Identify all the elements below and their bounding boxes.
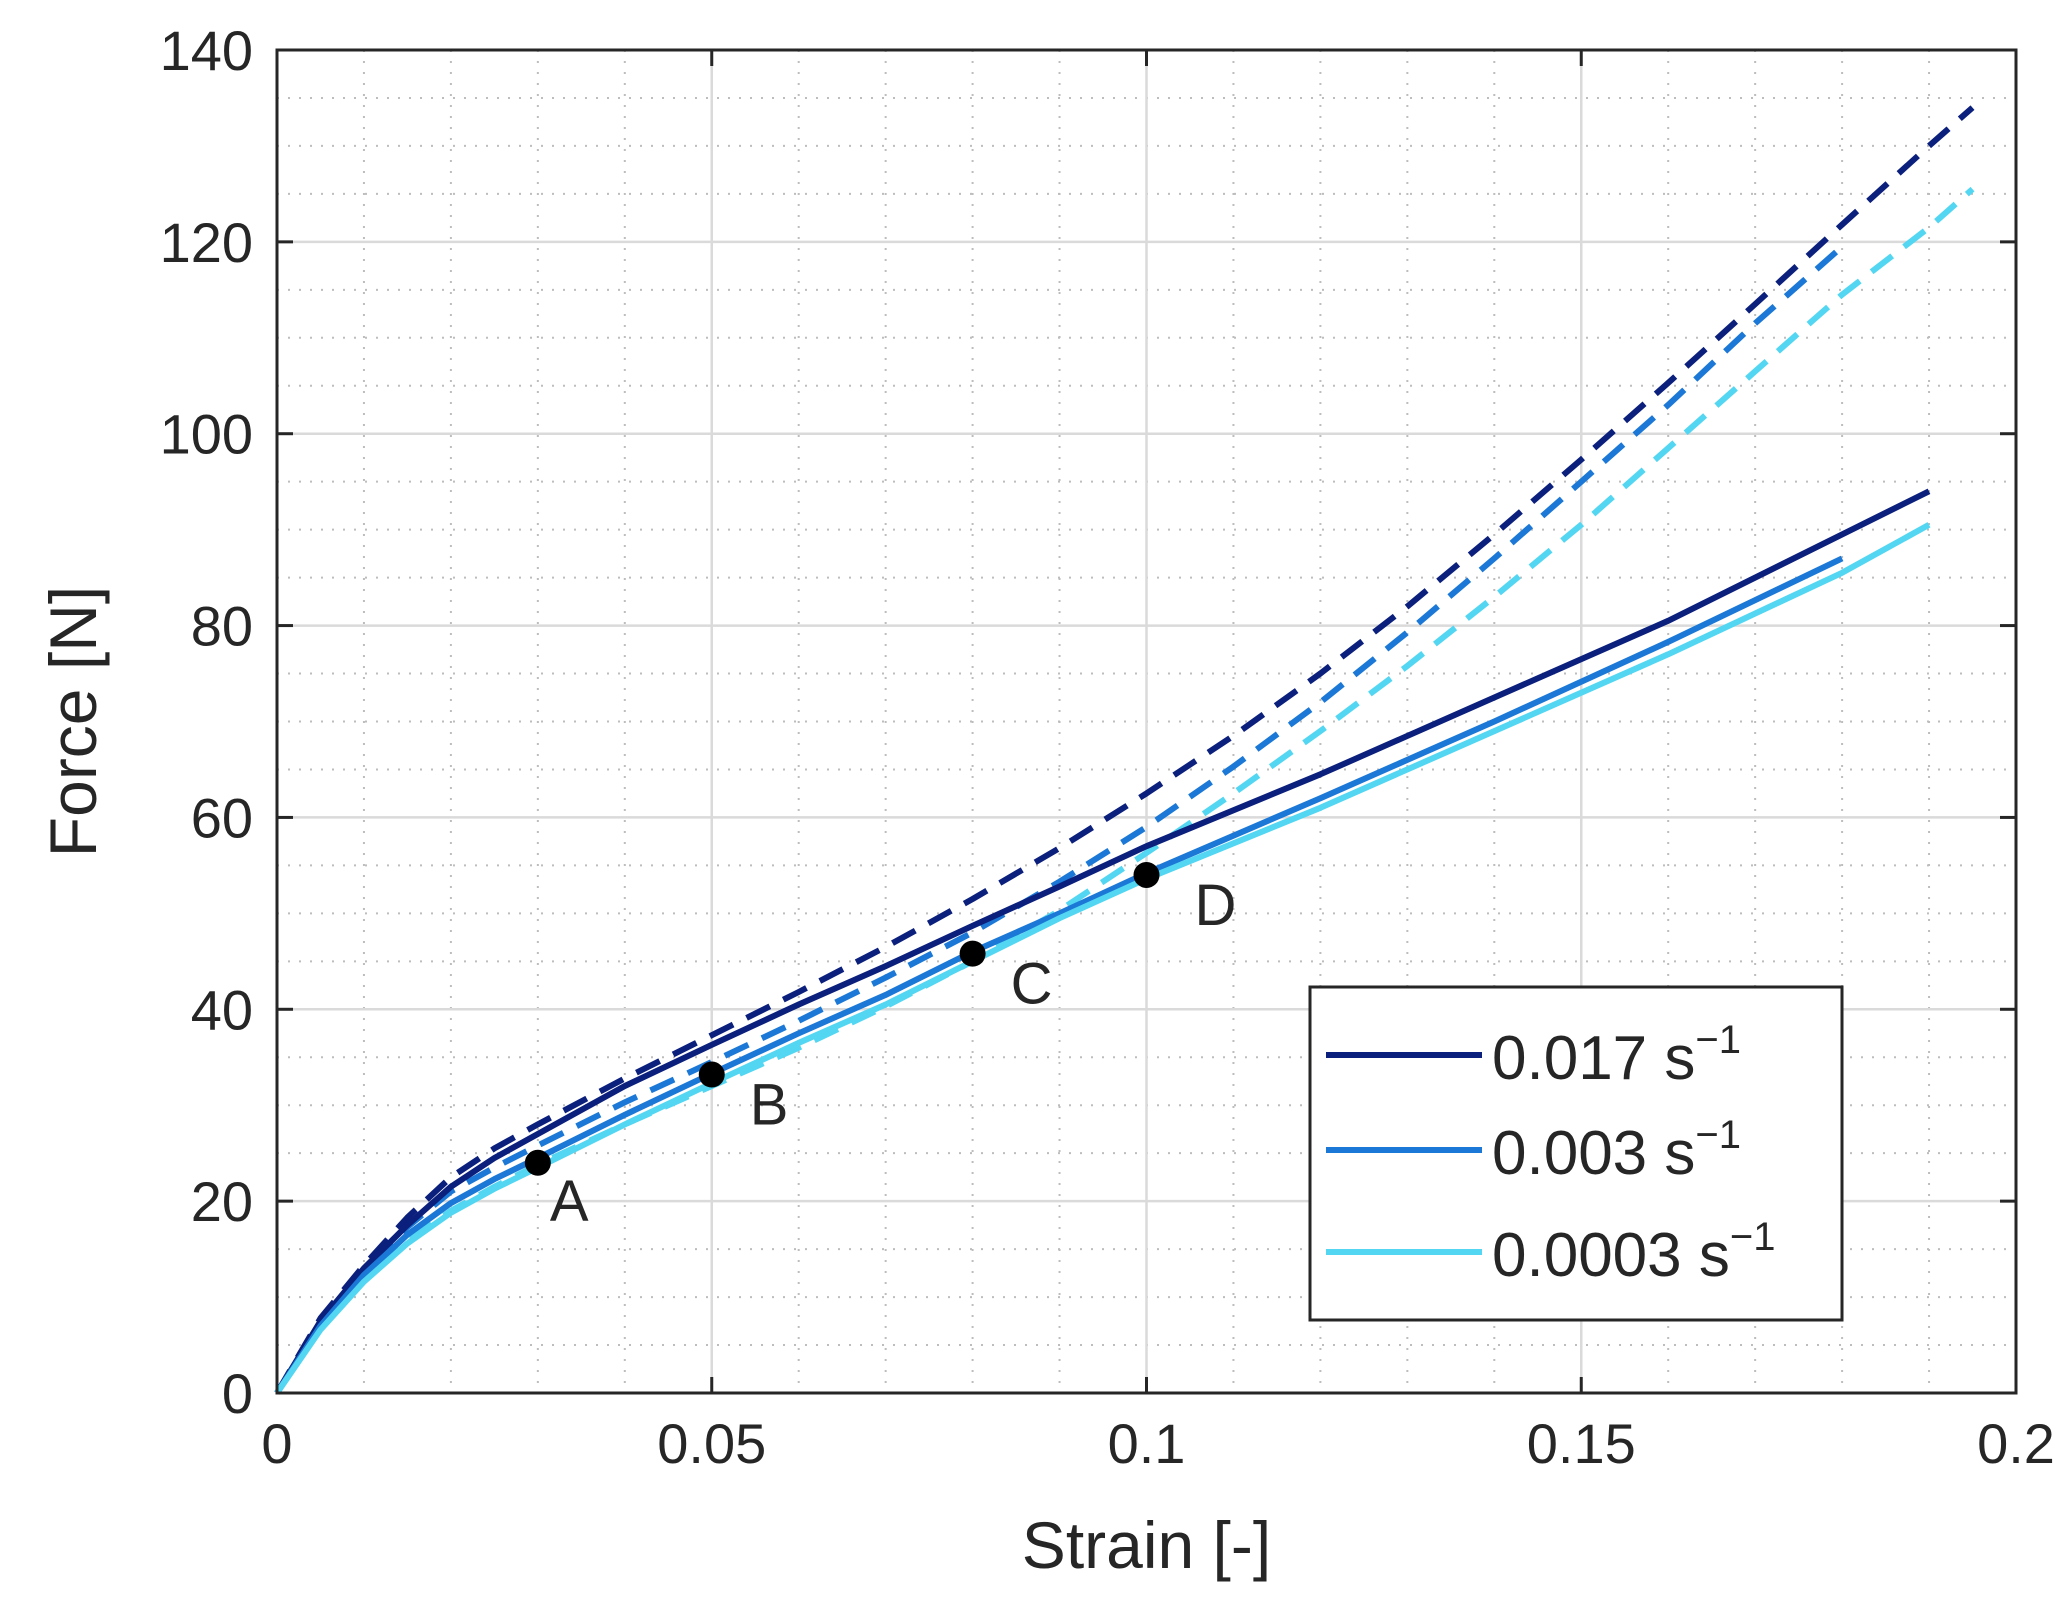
series-line-0-solid (274, 488, 1931, 1395)
y-tick-label: 20 (191, 1170, 253, 1233)
legend-label-0003: 0.003 s−1 (1492, 1113, 1741, 1188)
y-tick-label: 100 (160, 403, 253, 466)
y-tick-label: 0 (222, 1362, 253, 1425)
point-marker-a (524, 1149, 551, 1176)
point-marker-d (1133, 861, 1160, 888)
x-axis-label: Strain [-] (1022, 1508, 1271, 1582)
legend-rate-0017: 0.017 s (1492, 1024, 1695, 1093)
x-tick-label: 0.15 (1527, 1412, 1636, 1475)
series-line-4-dashed (274, 244, 1845, 1395)
axis-ticks: 0 0.05 0.1 0.15 0.2 0 20 40 60 80 100 120 140 (160, 19, 2055, 1475)
legend-exponent-0003: −1 (1695, 1113, 1741, 1157)
y-tick-label: 140 (160, 19, 253, 82)
series-line-5-dashed (274, 186, 1975, 1395)
x-tick-label: 0.1 (1108, 1412, 1186, 1475)
legend-label-0017: 0.017 s−1 (1492, 1018, 1741, 1093)
legend-box (1308, 985, 1844, 1322)
point-label-a: A (550, 1169, 589, 1234)
legend-rate-0003: 0.003 s (1492, 1119, 1695, 1188)
series-line-1-solid (274, 555, 1844, 1395)
point-label-b: B (750, 1073, 789, 1138)
y-axis-label: Force [N] (36, 586, 110, 857)
point-label-c: C (1011, 952, 1053, 1017)
point-marker-b (698, 1061, 725, 1088)
y-tick-label: 120 (160, 211, 253, 274)
y-tick-label: 60 (191, 786, 253, 849)
points-layer: A B C D (524, 861, 1237, 1234)
legend-label-00003: 0.0003 s−1 (1492, 1215, 1775, 1290)
x-tick-label: 0.05 (657, 1412, 766, 1475)
x-tick-label: 0.2 (1977, 1412, 2055, 1475)
legend-exponent-00003: −1 (1730, 1215, 1776, 1259)
series-line-3-dashed (274, 105, 1975, 1395)
point-marker-c (959, 940, 986, 967)
series-layer (274, 105, 1975, 1395)
y-tick-label: 40 (191, 978, 253, 1041)
point-label-d: D (1195, 873, 1237, 938)
legend-exponent-0017: −1 (1695, 1018, 1741, 1062)
y-tick-label: 80 (191, 595, 253, 658)
x-tick-label: 0 (261, 1412, 292, 1475)
series-line-2-solid (274, 522, 1931, 1395)
legend: 0.017 s−1 0.003 s−1 0.0003 s−1 (1308, 985, 1844, 1322)
legend-rate-00003: 0.0003 s (1492, 1221, 1730, 1290)
